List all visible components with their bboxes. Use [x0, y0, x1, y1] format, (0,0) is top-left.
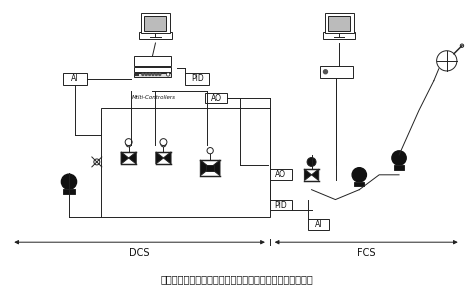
Bar: [205, 93, 227, 103]
Text: AO: AO: [275, 170, 286, 179]
Polygon shape: [210, 160, 220, 176]
Circle shape: [125, 139, 132, 146]
Circle shape: [155, 73, 157, 75]
Circle shape: [392, 151, 406, 165]
Circle shape: [159, 73, 161, 75]
Bar: [394, 165, 404, 170]
Circle shape: [161, 142, 166, 147]
Text: PID: PID: [274, 201, 287, 209]
Circle shape: [152, 73, 154, 75]
Bar: [134, 67, 171, 72]
Text: 现场总线控制系统与传统控制系统的比较机控制设计加油站: 现场总线控制系统与传统控制系统的比较机控制设计加油站: [161, 274, 313, 284]
Bar: [319, 66, 353, 78]
Bar: [63, 73, 87, 85]
Circle shape: [126, 142, 131, 147]
Bar: [134, 73, 171, 77]
Circle shape: [142, 73, 144, 75]
Bar: [323, 32, 356, 38]
Bar: [328, 16, 350, 31]
Circle shape: [149, 73, 151, 75]
Text: DCS: DCS: [129, 248, 150, 258]
Polygon shape: [121, 152, 128, 164]
Circle shape: [145, 73, 147, 75]
Bar: [308, 219, 329, 230]
Polygon shape: [201, 160, 210, 176]
Circle shape: [307, 157, 316, 166]
Text: AI: AI: [315, 220, 322, 229]
Bar: [134, 56, 171, 66]
Bar: [63, 189, 75, 193]
Text: AO: AO: [210, 94, 222, 103]
Polygon shape: [311, 169, 319, 180]
Polygon shape: [304, 169, 311, 180]
Polygon shape: [164, 152, 171, 164]
Bar: [185, 73, 209, 85]
Bar: [135, 74, 139, 76]
Text: Mtlti-Controllers: Mtlti-Controllers: [132, 95, 176, 99]
Circle shape: [323, 70, 328, 74]
Polygon shape: [156, 152, 164, 164]
Bar: [270, 169, 292, 180]
Circle shape: [460, 44, 464, 47]
Circle shape: [166, 73, 170, 76]
Text: FCS: FCS: [357, 248, 375, 258]
Bar: [325, 13, 354, 34]
Circle shape: [94, 159, 100, 165]
Bar: [145, 16, 166, 31]
Bar: [270, 200, 292, 210]
Circle shape: [62, 174, 77, 189]
Bar: [354, 182, 365, 186]
Polygon shape: [128, 152, 136, 164]
Text: PID: PID: [191, 74, 204, 83]
Circle shape: [352, 168, 366, 182]
Circle shape: [160, 139, 167, 146]
Text: AI: AI: [71, 74, 79, 83]
Bar: [141, 13, 170, 34]
Circle shape: [207, 148, 213, 154]
Circle shape: [437, 51, 457, 71]
Bar: [206, 165, 214, 171]
Bar: [139, 32, 172, 38]
